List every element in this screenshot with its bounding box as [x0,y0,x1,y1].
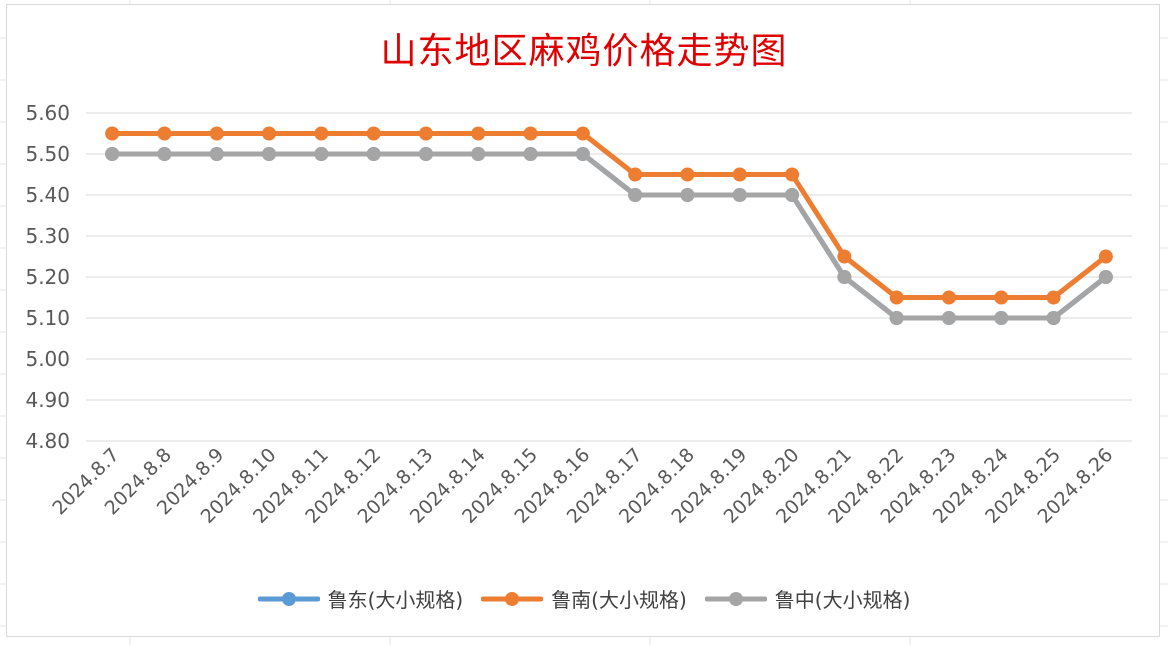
data-point[interactable] [105,126,120,141]
legend-item[interactable]: 鲁南(大小规格) [481,584,687,613]
legend-label: 鲁南(大小规格) [551,588,687,612]
data-point[interactable] [523,147,538,161]
legend-item[interactable]: 鲁中(大小规格) [704,584,911,613]
data-point[interactable] [680,188,695,202]
data-point[interactable] [837,249,852,264]
legend-line-marker-icon [481,591,544,606]
data-point[interactable] [628,188,643,202]
data-point[interactable] [837,270,852,284]
legend-line-marker-icon [257,591,320,606]
data-point[interactable] [314,147,329,161]
data-point[interactable] [157,147,172,161]
data-point[interactable] [994,311,1009,325]
data-point[interactable] [575,126,590,141]
data-point[interactable] [157,126,172,141]
series-2 [105,126,1113,305]
y-tick-label: 5.30 [25,224,70,248]
data-point[interactable] [994,290,1009,305]
data-point[interactable] [1046,311,1061,325]
data-point[interactable] [418,147,433,161]
data-point[interactable] [209,126,224,141]
data-point[interactable] [785,167,800,182]
legend-line-marker-icon [704,591,767,606]
y-tick-label: 5.20 [25,265,70,289]
legend-item[interactable]: 鲁东(大小规格) [257,584,464,613]
data-point[interactable] [941,290,956,305]
data-point[interactable] [941,311,956,325]
data-point[interactable] [209,147,224,161]
data-point[interactable] [366,147,381,161]
data-point[interactable] [366,126,381,141]
y-tick-label: 5.00 [25,347,70,371]
data-point[interactable] [418,126,433,141]
data-point[interactable] [889,290,904,305]
data-point[interactable] [628,167,643,182]
y-tick-label: 5.10 [25,306,70,330]
chart-title: 山东地区麻鸡价格走势图 [380,31,788,72]
series-3 [105,147,1113,325]
series-line[interactable] [109,151,1109,321]
data-point[interactable] [105,147,120,161]
y-tick-label: 5.60 [25,101,70,125]
legend-label: 鲁中(大小规格) [774,588,911,612]
series-line[interactable] [109,131,1109,300]
y-tick-label: 5.40 [25,183,70,207]
y-tick-label: 5.50 [25,142,70,166]
y-tick-label: 4.80 [25,429,70,453]
data-point[interactable] [471,147,486,161]
data-point[interactable] [262,147,277,161]
data-point[interactable] [523,126,538,141]
data-point[interactable] [732,167,747,182]
data-point[interactable] [785,188,800,202]
data-point[interactable] [889,311,904,325]
data-point[interactable] [1098,249,1113,264]
legend-label: 鲁东(大小规格) [327,588,464,612]
y-tick-label: 4.90 [25,388,70,412]
data-point[interactable] [1046,290,1061,305]
data-point[interactable] [732,188,747,202]
data-point[interactable] [575,147,590,161]
data-point[interactable] [680,167,695,182]
data-point[interactable] [314,126,329,141]
data-point[interactable] [262,126,277,141]
data-point[interactable] [1098,270,1113,284]
data-point[interactable] [471,126,486,141]
chart-legend: 鲁东(大小规格) 鲁南(大小规格) 鲁中(大小规格) [0,584,1168,613]
